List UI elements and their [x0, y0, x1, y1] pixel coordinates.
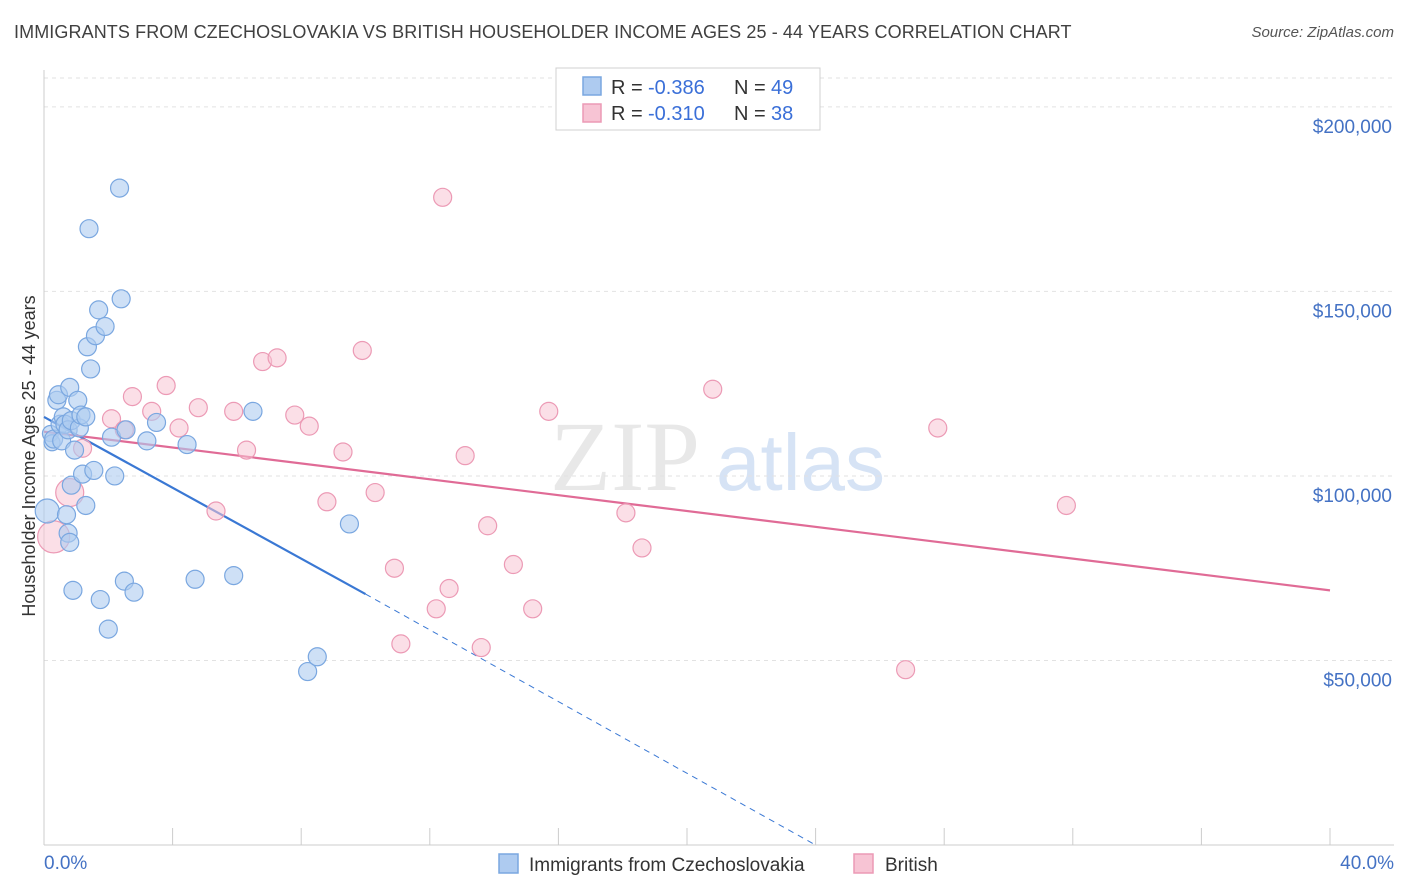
czech-point — [56, 505, 77, 525]
trend-lines — [43, 415, 1331, 846]
british-point — [433, 187, 453, 207]
british-point — [267, 348, 287, 368]
y-tick-label: $200,000 — [1313, 117, 1392, 138]
british-point — [299, 416, 319, 436]
legend-swatch-british — [582, 103, 602, 123]
czech-point — [95, 316, 115, 337]
x-tick-label-max: 40.0% — [1340, 853, 1394, 874]
y-tick-labels: $50,000 $100,000 $150,000 $200,000 — [1313, 117, 1392, 692]
legend-n-value-czech: 49 — [771, 77, 793, 99]
czech-point — [124, 582, 144, 602]
czech-point — [76, 407, 96, 427]
czech-point — [81, 359, 101, 379]
british-point — [236, 440, 257, 460]
czech-point — [105, 466, 125, 486]
watermark-atlas: atlas — [716, 418, 885, 507]
czech-points — [34, 178, 360, 682]
legend-r-label-british: R = — [611, 103, 643, 125]
czech-point — [84, 460, 104, 481]
y-tick-label: $150,000 — [1313, 301, 1392, 322]
british-trend-line — [43, 430, 1331, 592]
czech-point — [109, 178, 130, 198]
source-credit: Source: ZipAtlas.com — [1251, 24, 1394, 41]
czech-point — [76, 495, 96, 516]
series-legend: Immigrants from Czechoslovakia British — [498, 853, 938, 876]
british-point — [156, 375, 176, 396]
british-point — [169, 418, 189, 438]
y-tick-label: $50,000 — [1323, 670, 1392, 691]
legend-n-value-british: 38 — [771, 103, 793, 125]
czech-point — [90, 589, 110, 610]
british-point — [122, 387, 143, 407]
x-tick-label-min: 0.0% — [44, 853, 87, 874]
czech-trend-line — [43, 415, 367, 596]
czech-point — [60, 532, 80, 552]
czech-point — [116, 420, 136, 440]
watermark-zip: ZIP — [550, 401, 700, 512]
legend-r-label-czech: R = — [611, 77, 643, 99]
czech-point — [243, 401, 263, 421]
british-point — [455, 446, 475, 466]
british-point — [317, 492, 337, 512]
british-point — [333, 442, 353, 462]
british-point — [224, 401, 244, 421]
british-point — [391, 634, 411, 654]
british-point — [1056, 495, 1076, 516]
british-point — [478, 516, 498, 536]
british-point — [352, 340, 372, 361]
czech-point — [307, 647, 327, 667]
series-legend-label-british: British — [885, 855, 938, 876]
british-point — [206, 501, 226, 521]
british-point — [439, 578, 459, 599]
czech-point — [137, 431, 157, 451]
czech-point — [339, 514, 360, 534]
legend-n-label-czech: N = — [734, 77, 766, 99]
british-point — [285, 405, 305, 425]
series-legend-label-czech: Immigrants from Czechoslovakia — [529, 855, 805, 876]
british-point — [471, 637, 491, 658]
czech-point — [79, 219, 99, 239]
british-point — [188, 398, 208, 418]
legend-r-value-czech: -0.386 — [648, 77, 705, 99]
czech-point — [298, 661, 318, 682]
y-axis-label: Householder Income Ages 25 - 44 years — [19, 295, 39, 616]
british-points — [37, 187, 1076, 680]
czech-point — [34, 498, 60, 524]
czech-point — [89, 300, 109, 320]
x-tick-marks — [43, 828, 1331, 845]
axes — [43, 70, 1394, 846]
legend-n-label-british: N = — [734, 103, 766, 125]
czech-point — [111, 289, 131, 309]
british-point — [928, 418, 948, 438]
czech-point — [64, 440, 85, 460]
correlation-legend: R = -0.386 N = 49 R = -0.310 N = 38 — [555, 67, 821, 131]
czech-point — [146, 412, 167, 433]
legend-swatch-czech — [582, 76, 602, 96]
british-point — [503, 554, 523, 575]
czech-point — [177, 434, 197, 455]
british-point — [426, 599, 446, 619]
chart-title: IMMIGRANTS FROM CZECHOSLOVAKIA VS BRITIS… — [14, 22, 1072, 42]
british-point — [703, 379, 723, 399]
series-legend-swatch-british — [853, 853, 874, 874]
czech-point — [185, 569, 205, 589]
british-point — [632, 538, 652, 558]
british-point — [523, 599, 543, 619]
british-point — [539, 401, 559, 421]
british-point — [384, 558, 405, 578]
legend-r-value-british: -0.310 — [648, 103, 705, 125]
czech-point — [224, 565, 244, 586]
y-tick-label: $100,000 — [1313, 486, 1392, 507]
british-point — [365, 482, 385, 503]
czech-trend-extension — [365, 593, 816, 846]
czech-point — [63, 580, 83, 600]
series-legend-swatch-czech — [498, 853, 519, 874]
czech-point — [98, 619, 118, 639]
british-point — [896, 660, 916, 680]
british-point — [616, 503, 636, 523]
